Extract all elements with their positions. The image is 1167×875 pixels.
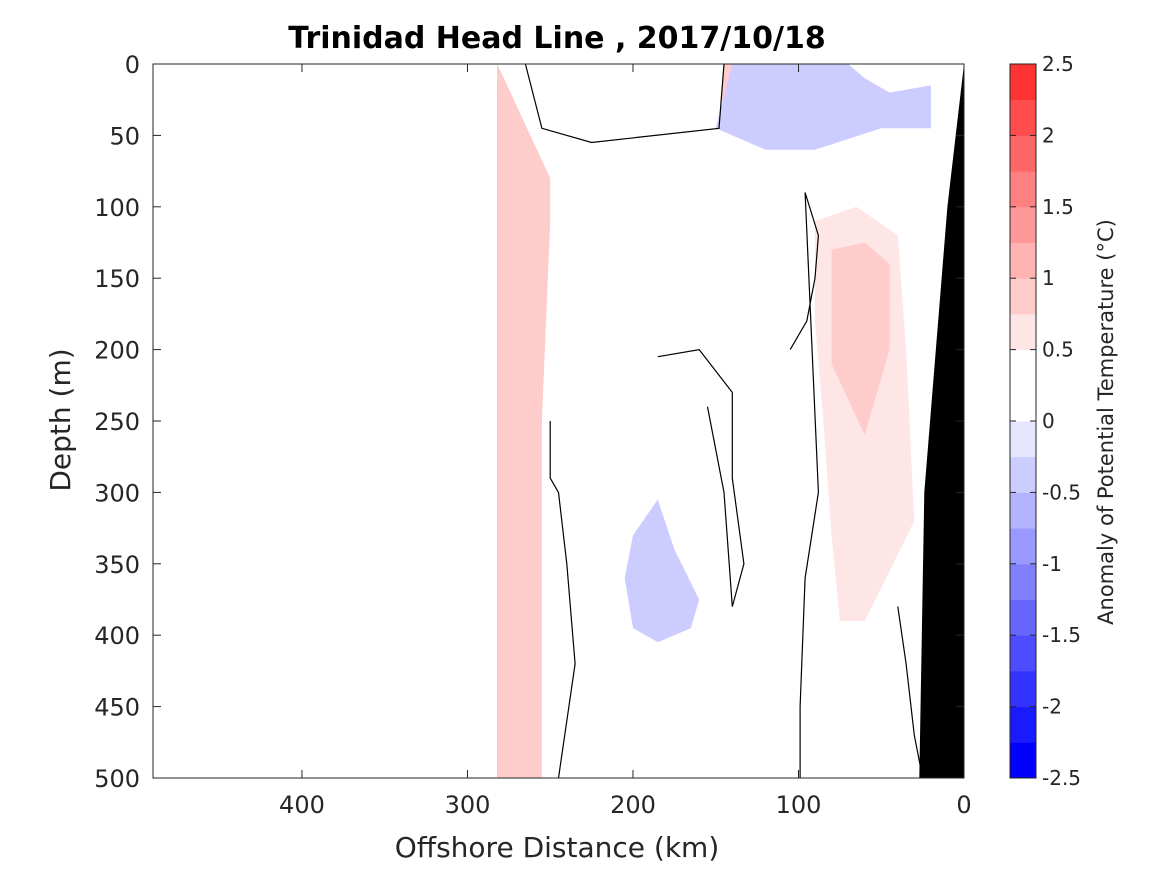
y-tick-label: 350 bbox=[94, 551, 140, 579]
colorbar-tick-label: 1 bbox=[1042, 266, 1055, 290]
bathymetry-seafloor bbox=[919, 64, 964, 778]
x-axis-label: Offshore Distance (km) bbox=[395, 831, 720, 864]
x-tick-label: 300 bbox=[445, 791, 491, 819]
x-tick-label: 200 bbox=[610, 791, 656, 819]
zero-contour-line-1 bbox=[549, 421, 576, 779]
colorbar-tick-label: -2 bbox=[1042, 695, 1062, 719]
colorbar-segment bbox=[1010, 670, 1036, 708]
anomaly-region-subsurface-warm-50-150m bbox=[497, 64, 749, 279]
plot-area: 400 300 200 100 0 0 50 100 150 200 250 300 350 400 45… bbox=[94, 51, 971, 819]
y-tick-label: 450 bbox=[94, 694, 140, 722]
colorbar-segment bbox=[1010, 385, 1036, 422]
y-tick-label: 100 bbox=[94, 194, 140, 222]
colorbar-segment bbox=[1010, 313, 1036, 351]
anomaly-region-deep-cool-patch bbox=[624, 499, 700, 643]
y-tick-label: 50 bbox=[109, 122, 140, 150]
y-tick-label: 300 bbox=[94, 479, 140, 507]
x-tick-label: 400 bbox=[279, 791, 325, 819]
x-tick-label: 0 bbox=[956, 791, 971, 819]
colorbar-tick-label: -1.5 bbox=[1042, 623, 1081, 647]
colorbar-segment bbox=[1010, 171, 1036, 208]
colorbar-segment bbox=[1010, 206, 1036, 243]
x-ticks: 400 300 200 100 0 bbox=[279, 64, 972, 819]
anomaly-region-upper-cool-halo bbox=[715, 64, 931, 150]
colorbar-segment bbox=[1010, 492, 1036, 529]
chart-title: Trinidad Head Line , 2017/10/18 bbox=[288, 21, 825, 56]
y-ticks: 0 50 100 150 200 250 300 350 400 450 500 bbox=[94, 51, 964, 793]
colorbar-tick-label: 0.5 bbox=[1042, 338, 1074, 362]
colorbar: 2.5 2 1.5 1 0.5 0 -0.5 -1 -1.5 -2 -2.5 Anomaly of … bbox=[1009, 52, 1118, 790]
colorbar-segment bbox=[1010, 563, 1036, 600]
colorbar-segment bbox=[1010, 706, 1036, 743]
y-tick-label: 250 bbox=[94, 408, 140, 436]
colorbar-segment bbox=[1010, 599, 1036, 636]
zero-contour-lines bbox=[524, 63, 924, 779]
zero-contour-line-2 bbox=[657, 348, 745, 607]
colorbar-tick-label: 0 bbox=[1042, 409, 1055, 433]
colorbar-segment bbox=[1010, 99, 1036, 136]
colorbar-tick-label: -1 bbox=[1042, 552, 1062, 576]
colorbar-segment bbox=[1010, 421, 1036, 458]
anomaly-region-nearshore-warm-inner bbox=[831, 242, 890, 436]
y-axis-label: Depth (m) bbox=[44, 348, 77, 491]
colorbar-segment bbox=[1010, 528, 1036, 565]
y-tick-label: 150 bbox=[94, 265, 140, 293]
bathymetry-layer bbox=[919, 64, 964, 778]
colorbar-tick-label: -0.5 bbox=[1042, 480, 1081, 504]
colorbar-tick-label: 1.5 bbox=[1042, 195, 1074, 219]
colorbar-segment bbox=[1010, 349, 1036, 386]
colorbar-segment bbox=[1010, 278, 1036, 315]
y-tick-label: 0 bbox=[125, 51, 140, 79]
colorbar-segment bbox=[1010, 635, 1036, 672]
colorbar-segment bbox=[1010, 742, 1036, 779]
colorbar-tick-label: 2 bbox=[1042, 123, 1055, 147]
y-tick-label: 200 bbox=[94, 337, 140, 365]
colorbar-tick-label: -2.5 bbox=[1042, 766, 1081, 790]
colorbar-ticks: 2.5 2 1.5 1 0.5 0 -0.5 -1 -1.5 -2 -2.5 bbox=[1010, 52, 1081, 790]
colorbar-segment bbox=[1010, 64, 1036, 101]
colorbar-tick-label: 2.5 bbox=[1042, 52, 1074, 76]
zero-contour-line-0 bbox=[524, 63, 725, 144]
contour-fills bbox=[497, 64, 931, 779]
colorbar-label: Anomaly of Potential Temperature (°C) bbox=[1094, 219, 1118, 625]
colorbar-segment bbox=[1010, 456, 1036, 493]
zero-contour-line-4 bbox=[897, 606, 924, 779]
zero-contour-line-3 bbox=[789, 192, 820, 778]
colorbar-segments bbox=[1010, 64, 1036, 779]
y-tick-label: 500 bbox=[94, 765, 140, 793]
colorbar-segment bbox=[1010, 242, 1036, 279]
y-tick-label: 400 bbox=[94, 622, 140, 650]
anomaly-region-upper-layer-warm bbox=[497, 64, 741, 778]
colorbar-segment bbox=[1010, 135, 1036, 172]
x-tick-label: 100 bbox=[776, 791, 822, 819]
